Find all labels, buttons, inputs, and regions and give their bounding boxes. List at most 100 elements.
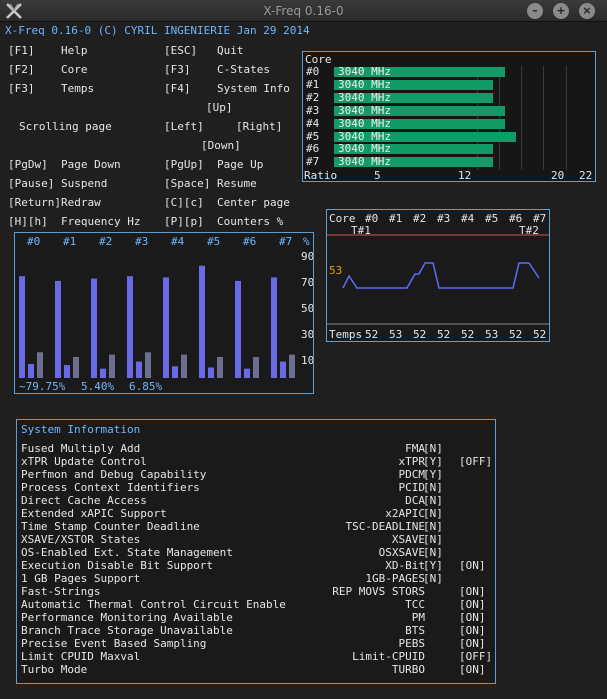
maximize-button[interactable]: + <box>553 3 569 19</box>
c0-bar <box>127 276 133 378</box>
help-item: [F4] <box>164 82 191 95</box>
sysinfo-row: XSAVE/XSTOR States XSAVE [N] <box>21 533 495 546</box>
close-button[interactable]: × <box>579 3 595 19</box>
help-item: Page Up <box>217 158 264 171</box>
ratio-gridline <box>521 66 523 170</box>
c0-bar <box>55 280 61 378</box>
feature-name: Automatic Thermal Control Circuit Enable <box>21 598 286 611</box>
feature-support: [N] <box>423 572 443 585</box>
sysinfo-row: Performance Monitoring Available PM [ON] <box>21 611 495 624</box>
ratio-gridline <box>565 66 567 170</box>
c1-bar <box>208 367 214 378</box>
help-item: [F2] <box>8 63 35 76</box>
feature-flag: DCA <box>405 494 425 507</box>
cstates-footer-value: ~79.75% <box>19 380 66 393</box>
help-item: Temps <box>61 82 95 95</box>
help-item: [Down] <box>201 139 241 152</box>
feature-state: [OFF] <box>459 650 493 663</box>
sysinfo-row: 1 GB Pages Support 1GB-PAGES [N] <box>21 572 495 585</box>
feature-flag: FMA <box>405 442 425 455</box>
feature-support: [N] <box>423 520 443 533</box>
feature-state: [ON] <box>459 637 486 650</box>
sysinfo-row: Perfmon and Debug Capability PDCM [Y] <box>21 468 495 481</box>
core-id: #7 <box>306 155 320 169</box>
feature-name: Extended xAPIC Support <box>21 507 167 520</box>
window-title: X-Freq 0.16-0 <box>263 4 344 18</box>
c2-bar <box>109 354 115 378</box>
c2-bar <box>289 354 295 378</box>
c1-bar <box>280 361 286 378</box>
c2-bar <box>73 356 79 378</box>
feature-flag: OSXSAVE <box>378 546 425 559</box>
feature-flag: XSAVE <box>391 533 425 546</box>
ratio-tick: 22 <box>579 169 593 182</box>
minimize-button[interactable]: – <box>527 3 543 19</box>
cstates-header: #3 <box>135 235 148 248</box>
sysinfo-row: Fast-Strings REP MOVS STORS [ON] <box>21 585 495 598</box>
cstates-axis-label: 90 <box>301 250 313 263</box>
c2-bar <box>145 352 151 378</box>
feature-flag: TCC <box>405 598 425 611</box>
temps-footer-value: 52 <box>509 328 522 341</box>
cstates-axis-label: 30 <box>301 328 313 341</box>
help-item: [Pause] <box>8 177 55 190</box>
cstates-panel: #0 #1 #2 #3 #4 #5 #6 #7% 90 70 50 30 10 ~79.75% 5.40% 6… <box>14 232 314 394</box>
core-id: #6 <box>306 142 320 156</box>
help-item: Center page <box>217 196 290 209</box>
help-item: [Up] <box>206 101 233 114</box>
c1-bar <box>100 368 106 378</box>
c0-bar <box>235 280 241 378</box>
sysinfo-row: Limit CPUID Maxval Limit-CPUID [OFF] <box>21 650 495 663</box>
help-item: Redraw <box>61 196 101 209</box>
ratio-tick: 20 <box>551 169 565 182</box>
c1-bar <box>172 366 178 378</box>
feature-name: Fused Multiply Add <box>21 442 141 455</box>
core-id: #5 <box>306 129 320 143</box>
feature-name: OS-Enabled Ext. State Management <box>21 546 233 559</box>
feature-name: Turbo Mode <box>21 663 88 676</box>
c1-bar <box>28 363 34 378</box>
ratio-tick: 5 <box>374 169 381 182</box>
cstates-header: #6 <box>243 235 256 248</box>
temps-footer-label: Temps <box>329 328 362 341</box>
feature-support: [N] <box>423 481 443 494</box>
feature-state: [ON] <box>459 585 486 598</box>
cstates-header: #0 <box>27 235 40 248</box>
help-item: C-States <box>217 63 270 76</box>
tjunction-1-label: T#1 <box>351 224 371 237</box>
c1-bar <box>136 361 142 378</box>
feature-state: [ON] <box>459 598 486 611</box>
window-titlebar: X-Freq 0.16-0 – + × <box>0 0 607 22</box>
sysinfo-row: Process Context Identifiers PCID [N] <box>21 481 495 494</box>
feature-name: Performance Monitoring Available <box>21 611 233 624</box>
feature-flag: TURBO <box>391 663 425 676</box>
c2-bar <box>37 352 43 378</box>
core-id: #0 <box>306 65 320 78</box>
help-item: [F1] <box>8 44 35 57</box>
help-item: System Info <box>217 82 290 95</box>
feature-flag: PEBS <box>398 637 426 650</box>
temperature-panel: Core #0 #1 #2 #3 #4 #5 #6 #7 T#1 T#2 53 Temps 52 53 52 5… <box>326 209 550 342</box>
sysinfo-row: Branch Trace Storage Unavailable BTS [ON] <box>21 624 495 637</box>
cstates-footer-value: 6.85% <box>129 380 162 393</box>
cstates-header: #4 <box>171 235 185 248</box>
feature-flag: PM <box>411 611 425 624</box>
help-item: [F3] <box>8 82 35 95</box>
ratio-gridline <box>476 66 478 170</box>
feature-name: Direct Cache Access <box>21 494 147 507</box>
core-frequency-bar: 3040 MHz <box>334 92 494 103</box>
core-label: Core <box>305 53 332 66</box>
help-item: Counters % <box>217 215 284 228</box>
core-frequency-panel: Core #0 3040 MHz #1 3040 MHz #2 3040 MHz #3 3040… <box>302 51 596 182</box>
c0-bar <box>271 277 277 378</box>
help-item: Suspend <box>61 177 108 190</box>
feature-name: 1 GB Pages Support <box>21 572 141 585</box>
current-temp: 53 <box>329 264 342 277</box>
help-item: [F3] <box>164 63 191 76</box>
core-frequency-bar: 3040 MHz <box>334 79 494 90</box>
core-frequency-bar: 3040 MHz <box>334 131 516 142</box>
c0-bar <box>199 265 205 378</box>
feature-state: [ON] <box>459 624 486 637</box>
help-item: [C][c] <box>164 196 204 209</box>
